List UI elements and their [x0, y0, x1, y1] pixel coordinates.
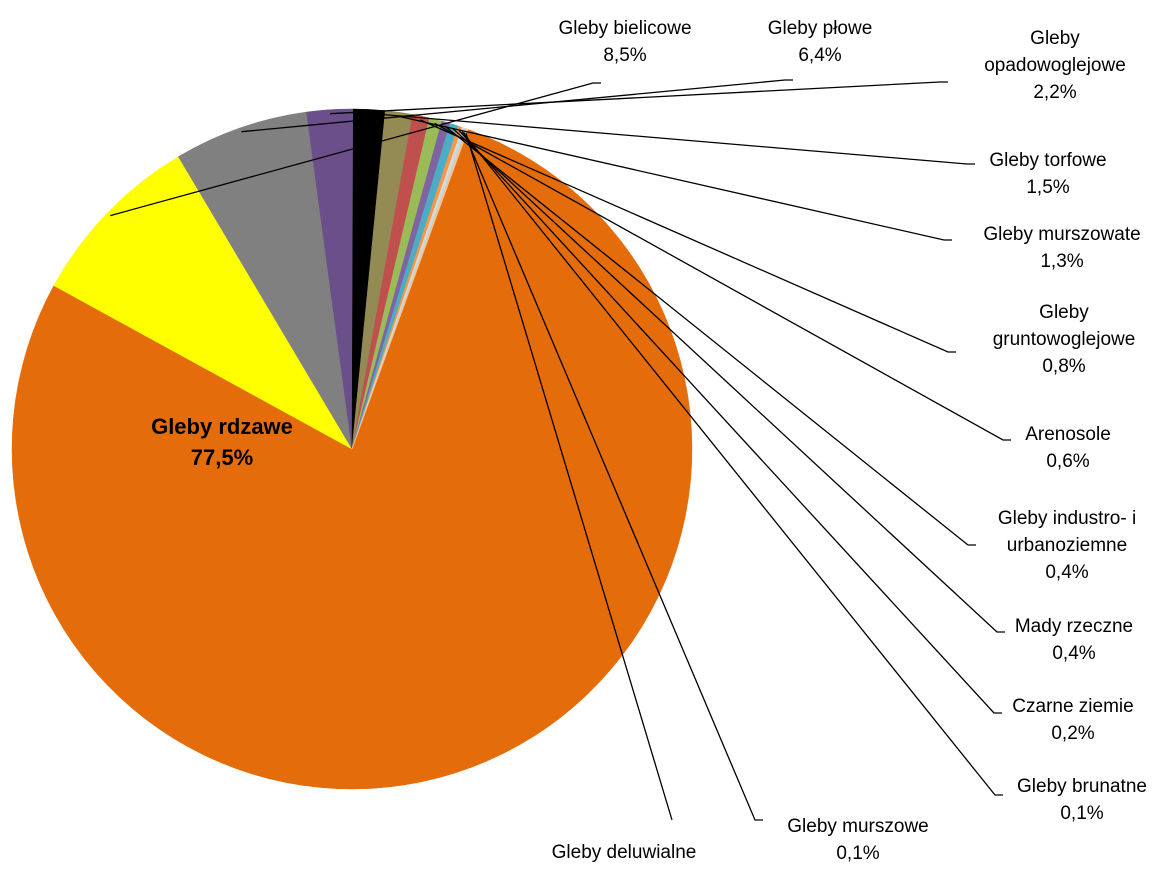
- slice-label: Gleby bielicowe 8,5%: [558, 18, 691, 66]
- leader-line: [420, 119, 956, 353]
- slice-label: Gleby murszowate 1,3%: [983, 224, 1140, 272]
- leader-line: [398, 115, 952, 241]
- leader-line: [434, 122, 1011, 441]
- slice-label: Gleby brunatne 0,1%: [1017, 776, 1147, 824]
- leader-line: [330, 81, 948, 115]
- slice-label: Gleby industro- i urbanoziemne 0,4%: [998, 508, 1136, 583]
- slice-label: Gleby torfowe 1,5%: [989, 150, 1106, 198]
- slice-label: Gleby gruntowoglejowe 0,8%: [993, 302, 1136, 377]
- slice-label: Gleby rdzawe 77,5%: [151, 414, 293, 470]
- leader-line: [463, 131, 763, 821]
- leader-line: [241, 79, 793, 133]
- pie-slice: [178, 111, 353, 450]
- leader-line: [110, 82, 601, 217]
- slice-label: Arenosole 0,6%: [1025, 424, 1111, 472]
- slice-label: Gleby opadowoglejowe 2,2%: [984, 28, 1126, 103]
- leader-line: [461, 131, 1003, 796]
- pie-slice: [351, 128, 469, 450]
- pie-slice: [53, 156, 353, 450]
- leader-line: [465, 132, 673, 821]
- slice-label: Gleby murszowe 0,1%: [787, 816, 929, 864]
- leader-line: [452, 128, 1005, 633]
- slice-label: Gleby deluwialneponiżej 0,1%: [552, 842, 697, 869]
- slice-label: Mady rzeczne 0,4%: [1015, 616, 1133, 664]
- slice-label: Gleby płowe 6,4%: [768, 18, 873, 66]
- leader-line: [458, 130, 1002, 714]
- leader-line: [369, 112, 975, 165]
- slice-label: Czarne ziemie 0,2%: [1012, 696, 1133, 744]
- leader-line: [444, 125, 976, 546]
